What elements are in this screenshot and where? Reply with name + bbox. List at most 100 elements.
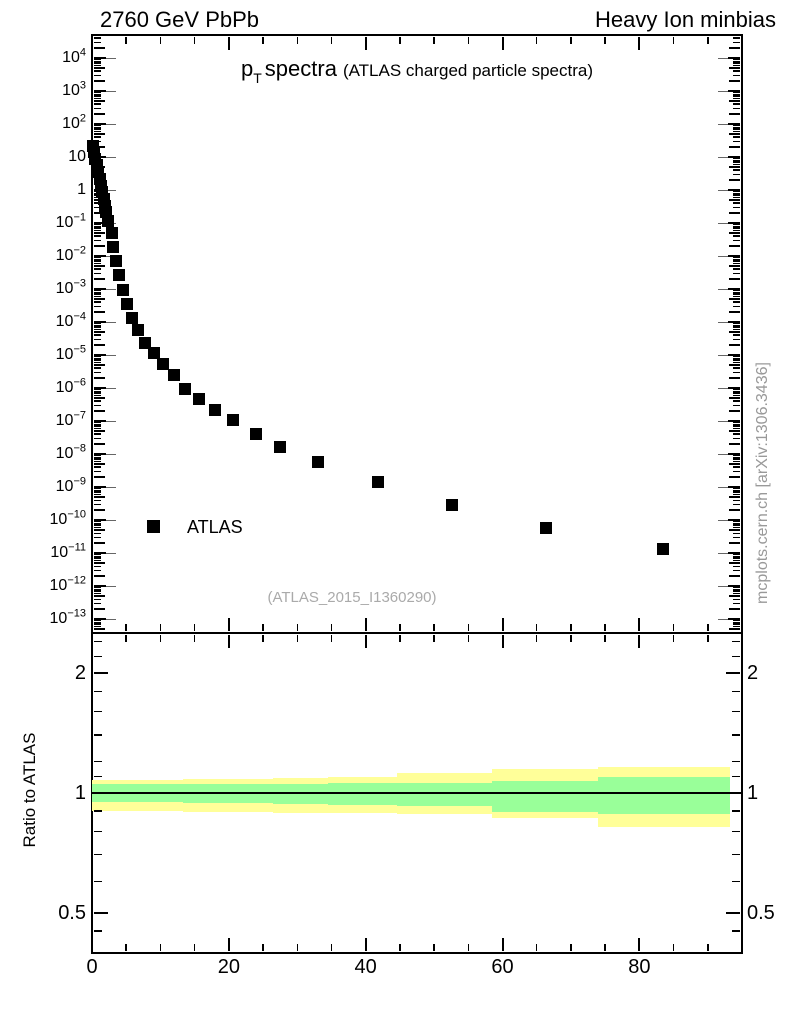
spectrum-panel-frame bbox=[91, 34, 743, 634]
y-axis-tick bbox=[94, 295, 101, 298]
y-axis-tick bbox=[733, 260, 740, 262]
x-axis-tick bbox=[91, 618, 93, 631]
y-axis-tick-label: 10 bbox=[68, 148, 86, 166]
y-axis-tick bbox=[94, 359, 101, 361]
header-beam-info: 2760 GeV PbPb bbox=[100, 7, 260, 32]
y-axis-tick bbox=[94, 631, 101, 633]
y-axis-tick bbox=[94, 239, 101, 242]
y-axis-tick bbox=[733, 103, 740, 105]
x-axis-tick bbox=[330, 624, 333, 631]
data-point bbox=[148, 347, 161, 360]
x-axis-tick bbox=[535, 37, 538, 44]
y-axis-tick bbox=[94, 64, 101, 67]
y-axis-tick bbox=[733, 256, 740, 259]
y-axis-tick bbox=[94, 487, 101, 490]
analysis-id-watermark: (ATLAS_2015_I1360290) bbox=[267, 589, 437, 606]
y-axis-tick bbox=[94, 268, 101, 270]
x-axis-tick bbox=[399, 37, 401, 44]
x-axis-tick-label: 80 bbox=[628, 956, 651, 978]
y-axis-tick-label: 10−5 bbox=[55, 343, 86, 364]
y-axis-tick bbox=[94, 559, 101, 562]
y-axis-tick-label: 10−7 bbox=[55, 409, 86, 430]
y-axis-tick bbox=[94, 322, 101, 325]
y-axis-tick bbox=[728, 321, 740, 324]
y-axis-tick bbox=[733, 128, 740, 130]
y-axis-tick bbox=[729, 476, 740, 478]
y-axis-tick bbox=[733, 621, 740, 624]
y-axis-tick bbox=[733, 169, 740, 171]
y-axis-tick-label: 10−1 bbox=[55, 211, 86, 232]
y-axis-tick bbox=[94, 90, 106, 93]
y-axis-tick bbox=[94, 410, 105, 412]
y-axis-tick bbox=[732, 760, 740, 763]
y-axis-tick bbox=[94, 621, 101, 624]
y-axis-tick bbox=[733, 91, 740, 94]
y-axis-tick-label: 10−10 bbox=[49, 508, 86, 529]
x-axis-tick-label: 60 bbox=[491, 956, 514, 978]
mcplots-arxiv-note: mcplots.cern.ch [arXiv:1306.3436] bbox=[754, 362, 771, 604]
y-axis-tick bbox=[94, 423, 101, 426]
y-axis-tick bbox=[94, 124, 101, 127]
y-axis-tick bbox=[94, 810, 102, 812]
ratio-y-tick-label: 0.5 bbox=[58, 901, 86, 924]
y-axis-tick bbox=[94, 377, 105, 379]
y-axis-tick bbox=[94, 225, 101, 228]
y-axis-tick bbox=[94, 262, 101, 265]
y-axis-tick bbox=[729, 80, 740, 82]
y-axis-tick bbox=[94, 298, 105, 300]
x-axis-tick bbox=[638, 37, 641, 50]
x-axis-tick bbox=[296, 944, 298, 951]
y-axis-tick bbox=[729, 562, 740, 564]
y-axis-tick bbox=[94, 710, 102, 713]
data-point bbox=[179, 383, 192, 396]
y-axis-tick bbox=[733, 202, 740, 204]
y-axis-tick bbox=[733, 334, 740, 336]
y-axis-tick bbox=[94, 466, 101, 468]
y-axis-tick bbox=[733, 602, 740, 605]
y-axis-tick bbox=[733, 322, 740, 325]
y-axis-tick bbox=[733, 423, 740, 426]
y-axis-tick bbox=[94, 489, 101, 492]
y-axis-tick bbox=[733, 355, 740, 358]
x-axis-tick bbox=[433, 944, 435, 951]
x-axis-tick bbox=[330, 37, 333, 44]
y-axis-tick bbox=[94, 222, 106, 225]
y-axis-tick bbox=[94, 227, 101, 229]
x-axis-tick bbox=[125, 624, 127, 631]
x-axis-tick bbox=[604, 944, 606, 951]
ratio-y-tick-label: 1 bbox=[747, 781, 759, 804]
y-axis-tick bbox=[733, 60, 740, 63]
x-axis-tick bbox=[193, 624, 196, 631]
y-axis-tick bbox=[733, 293, 740, 295]
y-axis-tick bbox=[94, 463, 105, 465]
y-axis-tick bbox=[729, 628, 740, 630]
y-axis-tick bbox=[94, 394, 101, 397]
ratio-y-tick-label: 2 bbox=[747, 662, 759, 685]
y-axis-tick bbox=[733, 192, 740, 195]
y-axis-tick bbox=[728, 354, 740, 357]
y-axis-tick bbox=[729, 575, 740, 577]
x-axis-tick bbox=[501, 37, 504, 50]
x-axis-tick bbox=[604, 635, 606, 642]
y-axis-tick bbox=[732, 640, 740, 643]
y-axis-tick bbox=[729, 509, 740, 511]
y-axis-tick bbox=[728, 618, 740, 621]
y-axis-tick bbox=[733, 58, 740, 61]
x-axis-tick bbox=[604, 37, 606, 44]
y-axis-tick-label: 10−9 bbox=[55, 475, 86, 496]
x-axis-tick bbox=[364, 635, 367, 648]
y-axis-tick bbox=[94, 734, 102, 736]
uncertainty-band-inner bbox=[397, 783, 493, 806]
y-axis-tick bbox=[94, 640, 102, 643]
y-axis-tick bbox=[94, 354, 106, 357]
y-axis-tick bbox=[733, 229, 740, 232]
y-axis-tick bbox=[728, 288, 740, 291]
y-axis-tick bbox=[733, 262, 740, 265]
x-axis-tick bbox=[262, 944, 264, 951]
y-axis-tick-label: 10−8 bbox=[55, 442, 86, 463]
x-axis-tick bbox=[672, 635, 675, 642]
y-axis-tick bbox=[94, 70, 101, 72]
uncertainty-band-inner bbox=[328, 783, 398, 805]
y-axis-tick bbox=[94, 443, 105, 445]
y-axis-tick bbox=[733, 520, 740, 523]
